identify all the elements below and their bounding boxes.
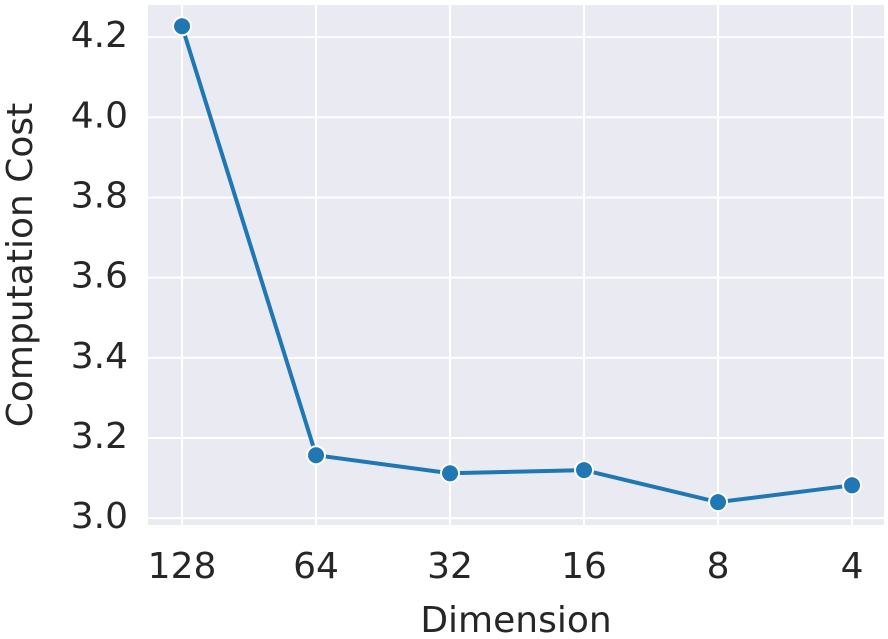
x-axis-label: Dimension xyxy=(420,600,611,639)
point xyxy=(306,445,327,466)
point xyxy=(842,475,863,496)
y-tick-label: 3.6 xyxy=(71,256,128,297)
point xyxy=(172,16,193,37)
y-tick-label: 3.8 xyxy=(71,175,128,216)
point xyxy=(708,492,729,513)
x-tick-label: 16 xyxy=(561,546,607,587)
point xyxy=(440,463,461,484)
y-tick-label: 3.0 xyxy=(71,496,128,537)
y-axis-label: Computation Cost xyxy=(0,103,41,428)
x-tick-label: 32 xyxy=(427,546,473,587)
y-tick-label: 3.4 xyxy=(71,336,128,377)
x-tick-label: 8 xyxy=(707,546,730,587)
y-tick-label: 3.2 xyxy=(71,416,128,457)
point xyxy=(574,460,595,481)
y-tick-label: 4.0 xyxy=(71,95,128,136)
x-tick-label: 128 xyxy=(148,546,217,587)
x-tick-label: 4 xyxy=(841,546,864,587)
y-tick-label: 4.2 xyxy=(71,15,128,56)
x-tick-label: 64 xyxy=(293,546,339,587)
line xyxy=(180,25,853,505)
